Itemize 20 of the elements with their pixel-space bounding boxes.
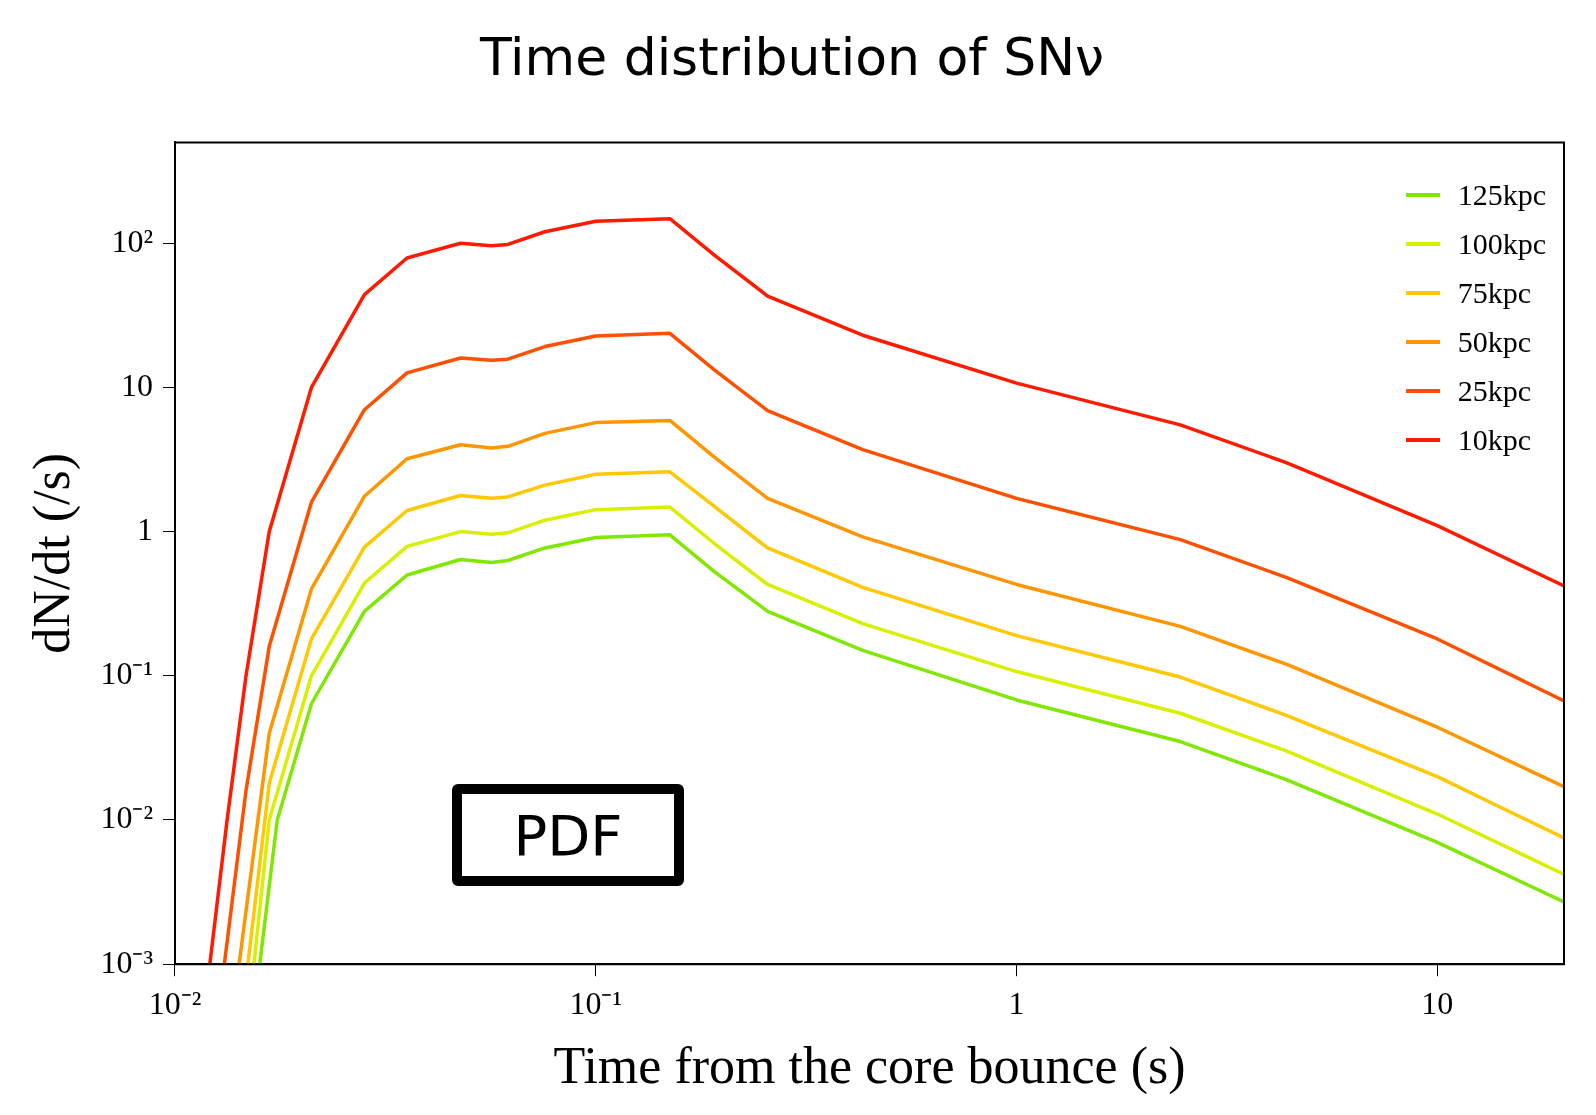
chart-title: Time distribution of SNν bbox=[478, 26, 1105, 87]
y-tick-label: 10⁻² bbox=[100, 799, 153, 836]
y-tick-label: 10⁻³ bbox=[100, 943, 153, 980]
x-tick-label: 10⁻¹ bbox=[569, 984, 623, 1021]
y-axis-title: dN/dt (/s) bbox=[22, 452, 81, 654]
y-tick-label: 1 bbox=[136, 511, 153, 547]
x-tick-label: 10 bbox=[1421, 984, 1454, 1021]
y-tick-label: 10 bbox=[120, 366, 153, 403]
legend-label: 10kpc bbox=[1457, 422, 1531, 457]
x-tick-label: 1 bbox=[1008, 984, 1025, 1021]
y-tick-label: 10² bbox=[111, 222, 153, 259]
legend-label: 75kpc bbox=[1457, 275, 1531, 310]
x-tick-label: 10⁻² bbox=[148, 984, 202, 1021]
legend-label: 100kpc bbox=[1457, 226, 1546, 261]
x-axis-title: Time from the core bounce (s) bbox=[553, 1037, 1186, 1096]
legend-label: 25kpc bbox=[1457, 373, 1531, 408]
y-tick-label: 10⁻¹ bbox=[100, 655, 153, 692]
legend-label: 50kpc bbox=[1457, 324, 1531, 359]
annotation: PDF bbox=[452, 784, 684, 886]
legend-label: 125kpc bbox=[1457, 177, 1546, 212]
